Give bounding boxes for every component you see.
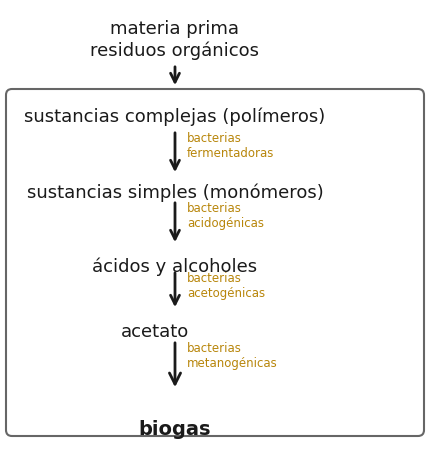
Text: materia prima: materia prima xyxy=(111,20,240,38)
Text: sustancias simples (monómeros): sustancias simples (monómeros) xyxy=(27,183,323,202)
Text: biogas: biogas xyxy=(139,420,211,439)
Text: ácidos y alcoholes: ácidos y alcoholes xyxy=(92,258,258,276)
Text: bacterias
acetogénicas: bacterias acetogénicas xyxy=(187,272,265,300)
Text: bacterias
acidogénicas: bacterias acidogénicas xyxy=(187,202,264,230)
Text: bacterias
metanogénicas: bacterias metanogénicas xyxy=(187,342,278,370)
Text: sustancias complejas (polímeros): sustancias complejas (polímeros) xyxy=(25,108,326,126)
FancyBboxPatch shape xyxy=(6,89,424,436)
Text: residuos orgánicos: residuos orgánicos xyxy=(90,42,259,61)
Text: bacterias
fermentadoras: bacterias fermentadoras xyxy=(187,132,274,160)
Text: acetato: acetato xyxy=(121,323,189,341)
